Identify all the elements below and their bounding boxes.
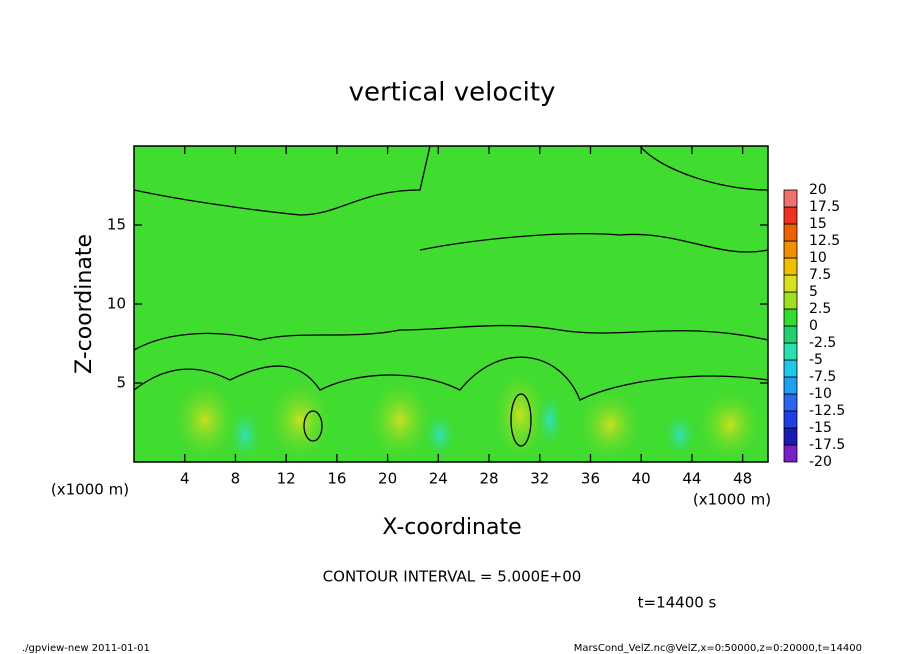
colorbar-bin <box>783 376 798 395</box>
contour-line <box>303 410 323 442</box>
colorbar-bin <box>783 240 798 259</box>
contour-line <box>133 356 769 401</box>
colorbar-label: -5 <box>809 352 823 368</box>
colorbar-label: 10 <box>809 250 827 266</box>
colorbar-bin <box>783 274 798 293</box>
colorbar-bin <box>783 393 798 412</box>
x-tick-label: 24 <box>429 470 448 488</box>
contours <box>133 145 769 447</box>
x-tick-label: 20 <box>378 470 397 488</box>
x-axis-label: X-coordinate <box>382 515 521 540</box>
colorbar-label: -20 <box>809 454 832 470</box>
y-tick-label: 15 <box>107 216 126 234</box>
y-unit: (x1000 m) <box>51 481 129 499</box>
colorbar-bin <box>783 257 798 276</box>
contour-line <box>510 393 532 447</box>
chart-title: vertical velocity <box>349 78 556 108</box>
field-shade <box>695 385 765 465</box>
field-shade <box>227 405 263 465</box>
colorbar-label: 0 <box>809 318 818 334</box>
colorbar-bin <box>783 325 798 344</box>
contour-line <box>133 324 769 351</box>
x-tick-label: 48 <box>733 470 752 488</box>
colorbar-bin <box>783 206 798 225</box>
colorbar-label: 12.5 <box>809 233 840 249</box>
field-shade <box>535 390 565 450</box>
colorbar-label: 15 <box>809 216 827 232</box>
y-tick-label: 10 <box>107 295 126 313</box>
contour-interval: CONTOUR INTERVAL = 5.000E+00 <box>323 568 582 586</box>
colorbar-bin <box>783 342 798 361</box>
x-tick-label: 40 <box>632 470 651 488</box>
x-tick-label: 8 <box>231 470 241 488</box>
y-axis-label: Z-coordinate <box>72 234 97 374</box>
colorbar-bin <box>783 410 798 429</box>
x-tick-label: 28 <box>479 470 498 488</box>
colorbar-label: -12.5 <box>809 403 845 419</box>
colorbar-label: 20 <box>809 182 827 198</box>
colorbar-bin <box>783 444 798 463</box>
field-shade <box>575 385 645 465</box>
colorbar-label: -17.5 <box>809 437 845 453</box>
field <box>133 145 769 465</box>
contour-line <box>639 145 769 191</box>
x-tick-label: 4 <box>180 470 190 488</box>
colorbar-label: 2.5 <box>809 301 831 317</box>
field-shade <box>365 375 435 465</box>
contour-line <box>133 145 431 216</box>
colorbar-bin <box>783 223 798 242</box>
colorbar-label: -10 <box>809 386 832 402</box>
x-tick-label: 44 <box>682 470 701 488</box>
colorbar-label: 5 <box>809 284 818 300</box>
colorbar-label: -15 <box>809 420 832 436</box>
time-label: t=14400 s <box>638 594 717 612</box>
x-tick-label: 16 <box>327 470 346 488</box>
colorbar-label: -2.5 <box>809 335 836 351</box>
colorbar-bin <box>783 359 798 378</box>
x-tick-label: 36 <box>581 470 600 488</box>
colorbar-bin <box>783 427 798 446</box>
y-tick-label: 5 <box>116 374 126 392</box>
colorbar-bin <box>783 308 798 327</box>
x-tick-label: 32 <box>530 470 549 488</box>
field-shade <box>265 375 335 465</box>
field-shade <box>170 375 240 465</box>
x-unit: (x1000 m) <box>693 491 771 509</box>
footer-left: ./gpview-new 2011-01-01 <box>22 643 150 654</box>
x-tick-label: 12 <box>277 470 296 488</box>
colorbar-bin <box>783 291 798 310</box>
footer-right: MarsCond_VelZ.nc@VelZ,x=0:50000,z=0:2000… <box>574 643 862 654</box>
colorbar-bin <box>783 189 798 208</box>
colorbar-label: 17.5 <box>809 199 840 215</box>
colorbar-label: -7.5 <box>809 369 836 385</box>
field-shade <box>490 365 550 465</box>
contour-line <box>419 233 769 253</box>
colorbar-label: 7.5 <box>809 267 831 283</box>
field-shade <box>662 410 698 460</box>
field-shade <box>422 410 458 460</box>
